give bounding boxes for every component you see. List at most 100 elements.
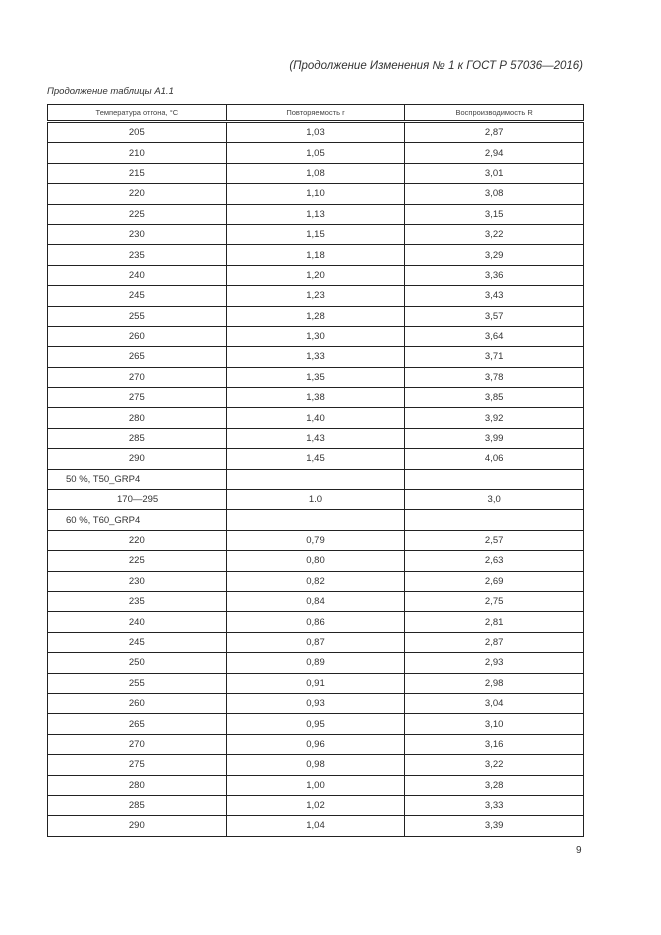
reproducibility-cell: 3,10: [404, 713, 584, 735]
repeatability-cell: 1,04: [225, 815, 406, 837]
column-header-temperature: Температура отгона, °С: [47, 104, 227, 123]
temperature-cell: 270: [47, 366, 227, 389]
table-row: 210 1,05 2,94: [47, 142, 584, 164]
table-row: 220 1,10 3,08: [47, 183, 584, 205]
repeatability-cell: 1,03: [225, 120, 406, 144]
reproducibility-cell: 3,64: [404, 325, 584, 348]
table-row: 290 1,04 3,39: [47, 815, 584, 837]
temperature-cell: 260: [47, 692, 227, 715]
temperature-cell: 280: [47, 774, 227, 796]
reproducibility-cell: 3,33: [404, 794, 584, 817]
column-header-repeatability: Повторяемость r: [225, 104, 406, 123]
page-number: 9: [576, 845, 582, 856]
table-row: 205 1,03 2,87: [47, 120, 584, 144]
temperature-cell: 275: [47, 754, 227, 776]
temperature-cell: 275: [47, 387, 227, 409]
reproducibility-cell: 3,78: [404, 366, 584, 389]
repeatability-cell: 0,84: [225, 590, 406, 613]
repeatability-cell: 1,38: [225, 387, 406, 409]
table-row: 50 %, T50_GRP4: [47, 468, 584, 491]
reproducibility-cell: 3,85: [404, 387, 584, 409]
temperature-cell: 220: [47, 183, 227, 205]
column-header-reproducibility: Воспроизводимость R: [404, 104, 584, 123]
repeatability-cell: 0,91: [225, 672, 406, 694]
temperature-cell: 230: [47, 570, 227, 592]
running-header: (Продолжение Изменения № 1 к ГОСТ Р 5703…: [289, 60, 583, 72]
temperature-cell: 265: [47, 713, 227, 735]
table-row: 235 0,84 2,75: [47, 590, 584, 613]
repeatability-cell: 1,45: [225, 448, 406, 470]
repeatability-cell: 1,35: [225, 366, 406, 389]
temperature-cell: 255: [47, 305, 227, 327]
reproducibility-cell: 2,87: [404, 120, 584, 144]
temperature-cell: 290: [47, 448, 227, 470]
reproducibility-cell: 2,57: [404, 529, 584, 552]
table-row: 280 1,00 3,28: [47, 774, 584, 796]
reproducibility-cell: 2,94: [404, 142, 584, 164]
repeatability-cell: 1,10: [225, 183, 406, 205]
temperature-cell: 225: [47, 550, 227, 572]
repeatability-cell: 0,93: [225, 692, 406, 715]
temperature-cell: 260: [47, 325, 227, 348]
reproducibility-cell: 3,43: [404, 285, 584, 307]
reproducibility-cell: 3,0: [404, 489, 584, 511]
repeatability-cell: 1,30: [225, 325, 406, 348]
reproducibility-cell: 3,08: [404, 183, 584, 205]
reproducibility-cell: 3,22: [404, 754, 584, 776]
reproducibility-cell: 3,04: [404, 692, 584, 715]
reproducibility-cell: 2,63: [404, 550, 584, 572]
reproducibility-cell: 3,71: [404, 346, 584, 368]
reproducibility-cell: 4,06: [404, 448, 584, 470]
repeatability-cell: 1,13: [225, 203, 406, 225]
table-row: 225 0,80 2,63: [47, 550, 584, 572]
temperature-cell: 215: [47, 162, 227, 185]
repeatability-cell: 1,40: [225, 407, 406, 429]
repeatability-cell: 0,96: [225, 733, 406, 756]
reproducibility-cell: 2,75: [404, 590, 584, 613]
repeatability-cell: 1,00: [225, 774, 406, 796]
reproducibility-cell: [404, 509, 584, 531]
table-row: 270 0,96 3,16: [47, 733, 584, 756]
temperature-cell: 290: [47, 815, 227, 837]
table-row: 260 0,93 3,04: [47, 692, 584, 715]
table-row: 245 1,23 3,43: [47, 285, 584, 307]
temperature-cell: 170—295: [47, 489, 227, 511]
reproducibility-cell: 3,36: [404, 264, 584, 287]
repeatability-cell: 1,28: [225, 305, 406, 327]
reproducibility-cell: 3,57: [404, 305, 584, 327]
reproducibility-cell: 3,29: [404, 244, 584, 266]
reproducibility-cell: [404, 468, 584, 491]
temperature-cell: 205: [47, 120, 227, 144]
temperature-cell: 285: [47, 427, 227, 450]
temperature-cell: 270: [47, 733, 227, 756]
temperature-cell: 265: [47, 346, 227, 368]
temperature-cell: 245: [47, 285, 227, 307]
table-row: 285 1,02 3,33: [47, 794, 584, 817]
temperature-cell: 235: [47, 590, 227, 613]
repeatability-cell: 1,18: [225, 244, 406, 266]
repeatability-cell: 1,15: [225, 223, 406, 246]
temperature-cell: 285: [47, 794, 227, 817]
reproducibility-cell: 3,39: [404, 815, 584, 837]
table-row: 260 1,30 3,64: [47, 325, 584, 348]
temperature-cell: 245: [47, 631, 227, 654]
temperature-cell: 240: [47, 264, 227, 287]
table-row: 255 1,28 3,57: [47, 305, 584, 327]
reproducibility-cell: 3,15: [404, 203, 584, 225]
table-row: 285 1,43 3,99: [47, 427, 584, 450]
table-row: 230 0,82 2,69: [47, 570, 584, 592]
repeatability-cell: 0,79: [225, 529, 406, 552]
repeatability-cell: 0,86: [225, 611, 406, 633]
table-header-row: Температура отгона, °С Повторяемость r В…: [47, 104, 584, 123]
group-label-cell: 60 %, T60_GRP4: [47, 509, 227, 531]
reproducibility-cell: 2,87: [404, 631, 584, 654]
table-row: 245 0,87 2,87: [47, 631, 584, 654]
temperature-cell: 225: [47, 203, 227, 225]
temperature-cell: 240: [47, 611, 227, 633]
table-row: 280 1,40 3,92: [47, 407, 584, 429]
repeatability-cell: 1,33: [225, 346, 406, 368]
reproducibility-cell: 3,01: [404, 162, 584, 185]
table-row: 240 0,86 2,81: [47, 611, 584, 633]
reproducibility-cell: 3,22: [404, 223, 584, 246]
repeatability-cell: 1,20: [225, 264, 406, 287]
